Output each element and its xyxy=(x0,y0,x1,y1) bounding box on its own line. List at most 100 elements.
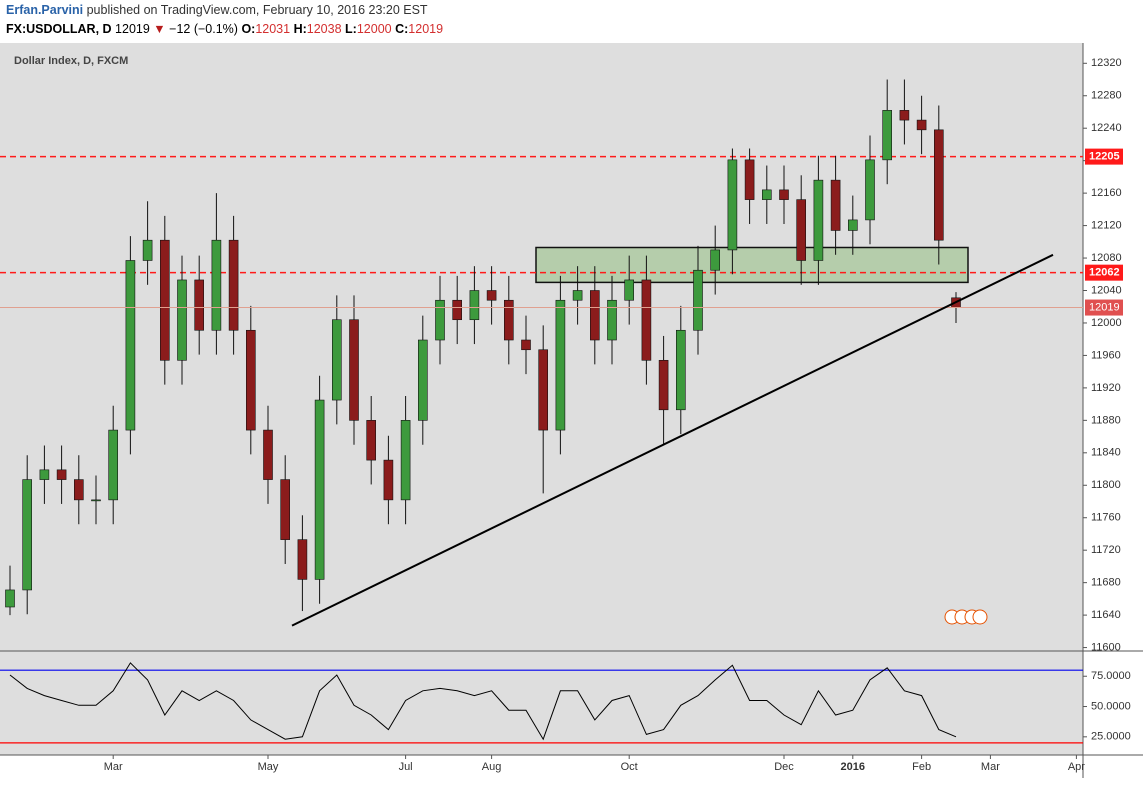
author: Erfan.Parvini xyxy=(6,3,83,17)
candle-body xyxy=(658,359,669,411)
c-value: 12019 xyxy=(408,22,443,36)
candle-body xyxy=(744,159,755,200)
c-label: C: xyxy=(395,22,408,36)
y-tick-label: 12080 xyxy=(1091,252,1122,264)
trendline xyxy=(291,253,1054,627)
l-value: 12000 xyxy=(357,22,392,36)
y-tick-label: 12240 xyxy=(1091,122,1122,134)
h-value: 12038 xyxy=(307,22,342,36)
candle-body xyxy=(882,110,893,161)
candle-body xyxy=(435,299,445,341)
y-tick-label: 12280 xyxy=(1091,90,1122,102)
x-tick-label: Oct xyxy=(621,761,638,773)
candle-body xyxy=(486,290,497,301)
candle-body xyxy=(160,239,170,361)
candle-body xyxy=(675,329,686,411)
x-tick-label: May xyxy=(258,761,279,773)
x-tick-label: Jul xyxy=(399,761,413,773)
candle-body xyxy=(538,349,549,431)
candle-body xyxy=(22,479,33,591)
candle-body xyxy=(331,319,342,401)
candle-body xyxy=(5,589,15,608)
candle-body xyxy=(417,339,428,421)
candle-body xyxy=(830,179,841,231)
candle-body xyxy=(607,299,617,341)
candle-body xyxy=(503,299,514,341)
candle-body xyxy=(710,249,721,271)
level-label-bg xyxy=(1085,264,1123,281)
candle-body xyxy=(779,189,789,200)
candle-body xyxy=(39,469,50,480)
candle-body xyxy=(177,279,187,361)
candle-body xyxy=(452,299,463,321)
y-tick-label: 11680 xyxy=(1091,577,1121,589)
y-tick-label: 11600 xyxy=(1091,641,1121,653)
candle-body xyxy=(56,469,67,480)
y-tick-label: 11920 xyxy=(1091,382,1121,394)
candle-body xyxy=(194,279,204,331)
candle-body xyxy=(572,290,583,301)
zone xyxy=(535,246,969,284)
y-tick-label: 75.0000 xyxy=(1091,670,1131,682)
x-tick-label: Dec xyxy=(774,761,794,773)
y-tick-label: 50.0000 xyxy=(1091,700,1131,712)
x-tick-label: 2016 xyxy=(841,761,865,773)
l-label: L: xyxy=(345,22,357,36)
candle-body xyxy=(589,290,600,341)
change: −12 (−0.1%) xyxy=(169,22,238,36)
candle-body xyxy=(469,290,480,321)
symbol: FX:USDOLLAR, D xyxy=(6,22,112,36)
header-bg xyxy=(0,0,1143,42)
candle-body xyxy=(847,219,858,231)
y-tick-label: 11960 xyxy=(1091,349,1121,361)
last-price-bg xyxy=(1085,299,1123,316)
candle-body xyxy=(899,110,910,121)
x-tick-label: Mar xyxy=(104,761,123,773)
candle-body xyxy=(125,260,136,431)
rsi-line xyxy=(9,662,957,741)
candle-body xyxy=(555,299,566,431)
candle-body xyxy=(796,199,807,261)
y-tick-label: 12000 xyxy=(1091,317,1122,329)
x-tick-label: Apr xyxy=(1068,761,1085,773)
candle-body xyxy=(933,129,944,241)
level-label: 12205 xyxy=(1089,151,1120,163)
y-tick-label: 11880 xyxy=(1091,414,1121,426)
o-value: 12031 xyxy=(255,22,290,36)
candle-body xyxy=(280,479,291,540)
candle-body xyxy=(314,399,325,580)
candle-body xyxy=(366,420,377,461)
candle-body xyxy=(521,339,531,351)
o-label: O: xyxy=(241,22,255,36)
candle-body xyxy=(383,459,394,501)
header-line: Erfan.Parvini published on TradingView.c… xyxy=(6,3,428,17)
x-tick-label: Feb xyxy=(912,761,931,773)
x-tick-label: Mar xyxy=(981,761,1000,773)
candle-body xyxy=(228,239,239,331)
candle-body xyxy=(91,499,101,502)
candle-body xyxy=(916,119,927,131)
published: published on TradingView.com, February 1… xyxy=(87,3,428,17)
candle-body xyxy=(865,159,875,221)
y-tick-label: 12320 xyxy=(1091,57,1122,69)
candle-body xyxy=(246,329,256,431)
candle-body xyxy=(142,239,153,261)
y-tick-label: 11720 xyxy=(1091,544,1121,556)
candle-body xyxy=(693,269,703,331)
candle-body xyxy=(727,159,738,251)
candle-body xyxy=(74,479,84,501)
level-label: 12062 xyxy=(1089,267,1120,279)
symbol-line: FX:USDOLLAR, D 12019 ▼ −12 (−0.1%) O:120… xyxy=(6,22,443,36)
h-label: H: xyxy=(294,22,307,36)
candle-body xyxy=(263,429,273,480)
y-tick-label: 11840 xyxy=(1091,447,1121,459)
y-tick-label: 11640 xyxy=(1091,609,1121,621)
y-tick-label: 11800 xyxy=(1091,479,1121,491)
candle-body xyxy=(211,239,222,331)
level-label-bg xyxy=(1085,148,1123,165)
y-tick-label: 25.0000 xyxy=(1091,731,1131,743)
candle-body xyxy=(813,179,824,261)
candle-body xyxy=(761,189,772,200)
candle-body xyxy=(297,539,308,580)
